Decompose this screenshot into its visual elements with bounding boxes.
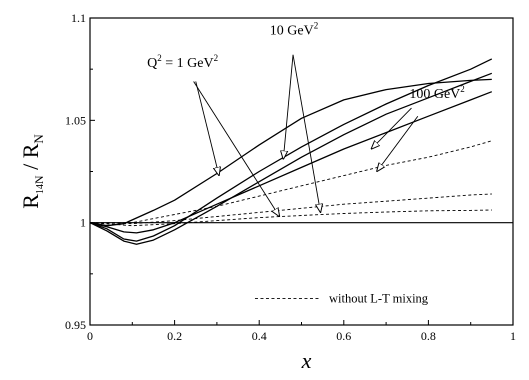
series-line-5: [90, 140, 492, 224]
y-tick-label: 1.05: [65, 113, 86, 127]
annotation-arrow: [292, 54, 320, 213]
series-line-3: [89, 72, 493, 245]
series-line-4: [89, 91, 493, 234]
series-line-2: [89, 58, 493, 242]
annotation-q100: 100 GeV2: [409, 84, 464, 102]
y-tick-label: 1: [80, 216, 86, 230]
x-tick-label: 0.2: [167, 329, 182, 343]
annotation-q10: 10 GeV2: [270, 20, 318, 38]
series-line-6: [89, 193, 492, 225]
x-tick-label: 1: [510, 329, 516, 343]
x-tick-label: 0.8: [421, 329, 436, 343]
y-tick-label: 0.95: [65, 318, 86, 332]
x-tick-label: 0: [87, 329, 93, 343]
x-tick-label: 0.4: [252, 329, 267, 343]
x-axis-title: x: [301, 348, 312, 373]
legend-label: without L-T mixing: [329, 291, 429, 305]
annotation-arrow: [377, 115, 419, 171]
annotation-arrow: [195, 81, 219, 175]
annotation-arrow: [371, 107, 412, 149]
y-axis-title: R14N / RN: [18, 134, 46, 209]
annotation-arrow: [283, 54, 294, 159]
annotation-arrow: [193, 81, 280, 216]
annotation-q1: Q2 = 1 GeV2: [147, 53, 218, 71]
y-tick-label: 1.1: [71, 11, 86, 25]
series-line-7: [89, 209, 492, 227]
x-tick-label: 0.6: [336, 329, 351, 343]
